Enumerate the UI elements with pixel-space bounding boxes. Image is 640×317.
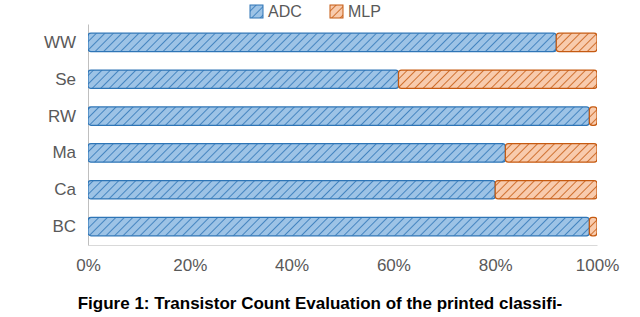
- bar-segment: [88, 181, 495, 199]
- y-tick: Ca: [54, 180, 88, 199]
- y-tick-label: RW: [48, 107, 76, 126]
- legend-label: ADC: [268, 3, 302, 20]
- x-tick-label: 40%: [275, 256, 309, 275]
- bar-segment: [505, 144, 597, 162]
- x-tick: 40%: [275, 245, 309, 275]
- y-tick: Se: [55, 70, 88, 89]
- x-tick-label: 20%: [173, 256, 207, 275]
- legend-swatch: [330, 5, 343, 18]
- x-tick-label: 60%: [377, 256, 411, 275]
- y-axis: WW Se RW Ma Ca BC: [44, 25, 89, 246]
- legend-item: ADC: [250, 3, 302, 20]
- x-tick: 20%: [173, 245, 207, 275]
- x-tick: 0%: [76, 245, 101, 275]
- y-tick: WW: [44, 33, 88, 52]
- x-tick: 100%: [576, 245, 619, 275]
- x-tick-label: 80%: [479, 256, 513, 275]
- bar-segment: [88, 70, 398, 88]
- caption: Figure 1: Transistor Count Evaluation of…: [78, 294, 563, 313]
- chart: 0% 20% 40% 60% 80% 100% WW Se RW Ma Ca BC ADC MLP Figu…: [0, 0, 640, 317]
- bar-segment: [589, 107, 597, 125]
- y-tick: BC: [52, 217, 88, 236]
- x-tick: 80%: [479, 245, 513, 275]
- plot: 0% 20% 40% 60% 80% 100% WW Se RW Ma Ca BC: [44, 25, 619, 276]
- x-tick-label: 0%: [76, 256, 101, 275]
- y-tick-label: Se: [55, 70, 76, 89]
- y-tick-label: BC: [52, 217, 76, 236]
- y-tick: RW: [48, 107, 88, 126]
- bar-segment: [88, 217, 589, 235]
- x-axis-line: [89, 245, 598, 246]
- bar-segment: [88, 33, 556, 51]
- bar-segment: [88, 107, 589, 125]
- legend: ADC MLP: [250, 3, 381, 20]
- x-tick-label: 100%: [576, 256, 619, 275]
- legend-label: MLP: [348, 3, 381, 20]
- bar-segment: [495, 181, 597, 199]
- y-tick-label: WW: [44, 33, 76, 52]
- bars: [88, 33, 597, 236]
- legend-swatch: [250, 5, 263, 18]
- bar-segment: [589, 217, 597, 235]
- bar-segment: [88, 144, 505, 162]
- bar-segment: [398, 70, 597, 88]
- y-tick-label: Ca: [54, 180, 76, 199]
- bar-segment: [556, 33, 597, 51]
- x-axis: 0% 20% 40% 60% 80% 100%: [76, 245, 619, 275]
- y-axis-line: [88, 25, 89, 246]
- legend-item: MLP: [330, 3, 381, 20]
- x-tick: 60%: [377, 245, 411, 275]
- y-tick-label: Ma: [52, 143, 76, 162]
- y-tick: Ma: [52, 143, 88, 162]
